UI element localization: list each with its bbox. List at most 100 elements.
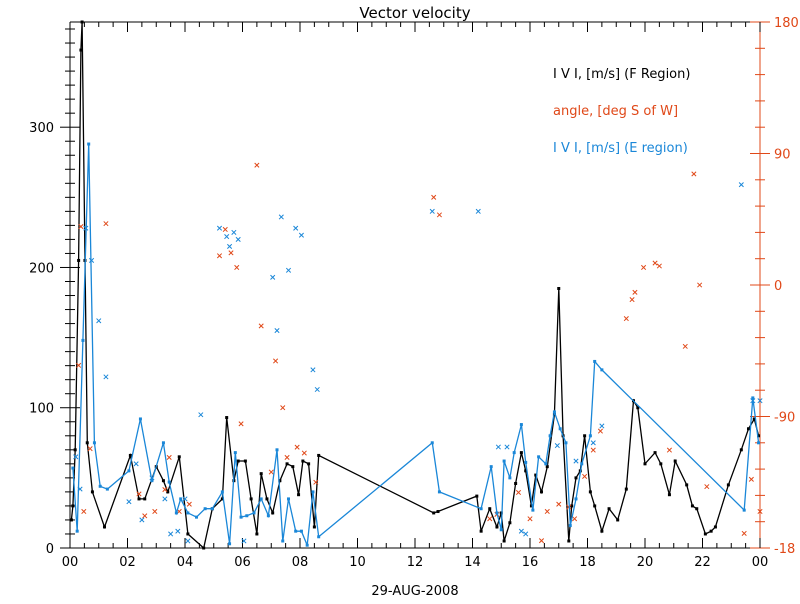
data-point (538, 538, 545, 544)
data-point (488, 507, 492, 511)
data-point (512, 451, 516, 455)
data-point (166, 490, 170, 494)
data-point (508, 476, 512, 480)
data-point (597, 428, 603, 434)
data-point (275, 448, 279, 452)
data-point (519, 423, 523, 427)
data-point (437, 490, 441, 494)
data-point (317, 453, 321, 457)
data-point (690, 504, 694, 508)
data-point (73, 448, 77, 452)
data-point (139, 517, 145, 523)
data-point (224, 234, 230, 240)
data-point (313, 479, 319, 485)
data-point (241, 538, 247, 544)
data-point (103, 221, 109, 227)
data-point (436, 212, 442, 218)
data-point (220, 497, 224, 501)
data-point (499, 511, 503, 515)
data-point (301, 459, 305, 463)
data-point (222, 226, 228, 233)
data-point (203, 507, 207, 511)
data-point (697, 282, 703, 288)
data-point (168, 531, 174, 537)
data-point (281, 539, 285, 543)
data-point (636, 406, 640, 410)
data-point (305, 543, 309, 547)
data-point (739, 448, 743, 452)
data-point (691, 171, 697, 177)
data-point (294, 444, 300, 450)
data-point (742, 508, 746, 512)
data-point (228, 542, 232, 546)
data-point (238, 421, 244, 427)
data-point (624, 487, 628, 491)
left-tick-label: 0 (46, 542, 54, 557)
legend-entry: angle, [deg S of W] (553, 104, 678, 119)
data-point (138, 417, 142, 421)
data-point (103, 525, 106, 529)
data-point (502, 459, 506, 463)
right-tick-label: -90 (774, 411, 795, 426)
data-point (298, 232, 304, 238)
data-point (143, 497, 147, 501)
data-point (127, 469, 131, 473)
data-point (198, 412, 204, 418)
data-point (81, 338, 85, 342)
x-tick-label: 18 (579, 555, 596, 570)
data-point (280, 405, 286, 411)
data-point (432, 511, 436, 515)
data-point (195, 515, 198, 519)
series-2 (71, 142, 761, 547)
data-point (659, 462, 663, 466)
data-point (210, 507, 214, 511)
x-tick-label: 14 (464, 555, 481, 570)
data-point (69, 518, 73, 522)
right-tick-label: 180 (774, 16, 799, 31)
data-point (273, 358, 279, 364)
data-point (77, 486, 83, 492)
data-point (265, 497, 269, 501)
data-point (667, 493, 671, 497)
left-tick-label: 200 (29, 261, 54, 276)
data-point (564, 441, 568, 445)
data-point (231, 229, 237, 235)
series-1 (76, 162, 763, 544)
data-point (431, 194, 437, 200)
data-point (136, 491, 142, 497)
legend-entry: I V I, [m/s] (F Region) (553, 67, 690, 82)
right-tick-label: 0 (774, 279, 782, 294)
x-tick-label: 04 (177, 555, 194, 570)
chart-title: Vector velocity (359, 4, 470, 22)
data-point (162, 487, 168, 493)
data-point (583, 434, 587, 438)
data-point (519, 451, 523, 455)
data-point (243, 459, 247, 463)
data-point (524, 460, 528, 464)
data-point (179, 497, 183, 501)
x-tick-label: 00 (62, 555, 79, 570)
data-point (557, 287, 561, 291)
data-point (81, 508, 87, 515)
data-point (666, 447, 672, 453)
data-point (236, 459, 240, 463)
data-point (527, 516, 533, 522)
data-point (317, 535, 321, 539)
data-point (259, 497, 263, 501)
data-point (161, 479, 165, 483)
data-point (76, 362, 82, 368)
data-point (87, 142, 91, 146)
data-point (96, 318, 102, 324)
data-point (518, 528, 524, 534)
data-point (514, 481, 518, 485)
data-point (266, 514, 270, 518)
data-point (258, 323, 264, 329)
data-point (544, 508, 550, 515)
data-point (548, 434, 552, 438)
left-tick-label: 100 (29, 402, 54, 417)
data-point (593, 504, 597, 508)
data-point (98, 484, 102, 488)
data-point (567, 539, 571, 543)
data-point (757, 434, 761, 438)
data-point (79, 48, 83, 52)
